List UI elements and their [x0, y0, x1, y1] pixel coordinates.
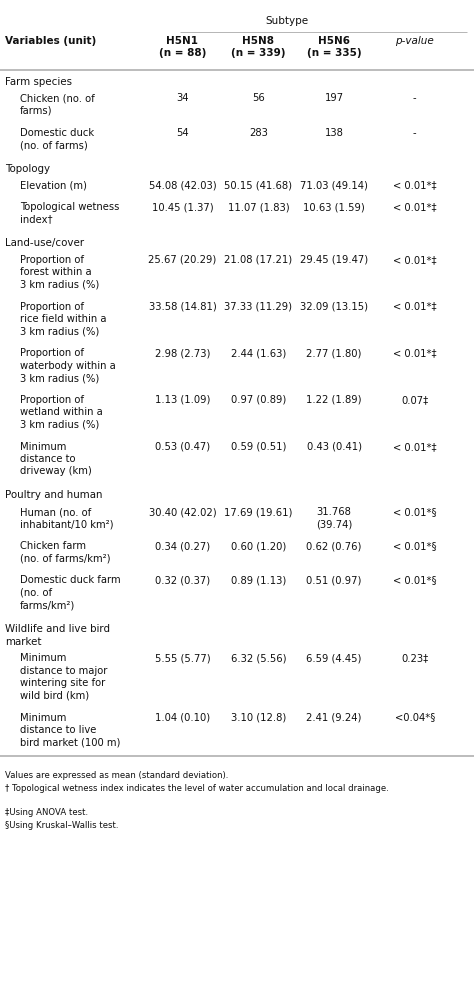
Text: 0.89 (1.13): 0.89 (1.13) — [231, 575, 286, 585]
Text: < 0.01*§: < 0.01*§ — [393, 541, 437, 551]
Text: 2.44 (1.63): 2.44 (1.63) — [231, 348, 286, 358]
Text: Elevation (m): Elevation (m) — [20, 181, 87, 190]
Text: < 0.01*‡: < 0.01*‡ — [393, 254, 437, 264]
Text: Minimum
distance to
driveway (km): Minimum distance to driveway (km) — [20, 441, 91, 476]
Text: -: - — [413, 128, 417, 138]
Text: 10.63 (1.59): 10.63 (1.59) — [303, 202, 365, 212]
Text: 5.55 (5.77): 5.55 (5.77) — [155, 653, 210, 663]
Text: 54: 54 — [176, 128, 189, 138]
Text: 2.41 (9.24): 2.41 (9.24) — [307, 713, 362, 723]
Text: 56: 56 — [252, 93, 264, 104]
Text: 0.43 (0.41): 0.43 (0.41) — [307, 441, 362, 451]
Text: Domestic duck farm
(no. of
farms/km²): Domestic duck farm (no. of farms/km²) — [20, 575, 120, 610]
Text: < 0.01*‡: < 0.01*‡ — [393, 441, 437, 451]
Text: Domestic duck
(no. of farms): Domestic duck (no. of farms) — [20, 128, 94, 150]
Text: 3.10 (12.8): 3.10 (12.8) — [231, 713, 286, 723]
Text: Minimum
distance to live
bird market (100 m): Minimum distance to live bird market (10… — [20, 713, 120, 748]
Text: Subtype: Subtype — [265, 16, 308, 26]
Text: 31.768
(39.74): 31.768 (39.74) — [316, 507, 352, 530]
Text: Farm species: Farm species — [5, 77, 72, 86]
Text: Poultry and human: Poultry and human — [5, 490, 102, 500]
Text: 0.60 (1.20): 0.60 (1.20) — [231, 541, 286, 551]
Text: 0.59 (0.51): 0.59 (0.51) — [231, 441, 286, 451]
Text: H5N8
(n = 339): H5N8 (n = 339) — [231, 35, 285, 58]
Text: 0.51 (0.97): 0.51 (0.97) — [307, 575, 362, 585]
Text: Minimum
distance to major
wintering site for
wild bird (km): Minimum distance to major wintering site… — [20, 653, 107, 700]
Text: 138: 138 — [325, 128, 344, 138]
Text: 30.40 (42.02): 30.40 (42.02) — [149, 507, 216, 517]
Text: 1.04 (0.10): 1.04 (0.10) — [155, 713, 210, 723]
Text: < 0.01*‡: < 0.01*‡ — [393, 181, 437, 190]
Text: Topology: Topology — [5, 164, 50, 174]
Text: < 0.01*‡: < 0.01*‡ — [393, 348, 437, 358]
Text: 0.97 (0.89): 0.97 (0.89) — [231, 395, 286, 405]
Text: p-value: p-value — [395, 35, 434, 45]
Text: Proportion of
wetland within a
3 km radius (%): Proportion of wetland within a 3 km radi… — [20, 395, 103, 430]
Text: 54.08 (42.03): 54.08 (42.03) — [149, 181, 216, 190]
Text: 33.58 (14.81): 33.58 (14.81) — [149, 302, 216, 312]
Text: < 0.01*‡: < 0.01*‡ — [393, 202, 437, 212]
Text: 71.03 (49.14): 71.03 (49.14) — [300, 181, 368, 190]
Text: 32.09 (13.15): 32.09 (13.15) — [300, 302, 368, 312]
Text: < 0.01*§: < 0.01*§ — [393, 575, 437, 585]
Text: Proportion of
forest within a
3 km radius (%): Proportion of forest within a 3 km radiu… — [20, 254, 99, 289]
Text: < 0.01*§: < 0.01*§ — [393, 507, 437, 517]
Text: Proportion of
rice field within a
3 km radius (%): Proportion of rice field within a 3 km r… — [20, 302, 106, 337]
Text: 34: 34 — [176, 93, 189, 104]
Text: 0.34 (0.27): 0.34 (0.27) — [155, 541, 210, 551]
Text: ‡Using ANOVA test.: ‡Using ANOVA test. — [5, 808, 88, 817]
Text: † Topological wetness index indicates the level of water accumulation and local : † Topological wetness index indicates th… — [5, 784, 389, 793]
Text: Wildlife and live bird
market: Wildlife and live bird market — [5, 624, 110, 646]
Text: H5N1
(n = 88): H5N1 (n = 88) — [159, 35, 206, 58]
Text: 0.62 (0.76): 0.62 (0.76) — [307, 541, 362, 551]
Text: <0.04*§: <0.04*§ — [394, 713, 435, 723]
Text: 25.67 (20.29): 25.67 (20.29) — [148, 254, 217, 264]
Text: 10.45 (1.37): 10.45 (1.37) — [152, 202, 213, 212]
Text: Topological wetness
index†: Topological wetness index† — [20, 202, 119, 224]
Text: §Using Kruskal–Wallis test.: §Using Kruskal–Wallis test. — [5, 821, 118, 830]
Text: 37.33 (11.29): 37.33 (11.29) — [224, 302, 292, 312]
Text: 6.32 (5.56): 6.32 (5.56) — [230, 653, 286, 663]
Text: Chicken farm
(no. of farms/km²): Chicken farm (no. of farms/km²) — [20, 541, 110, 564]
Text: Variables (unit): Variables (unit) — [5, 35, 96, 45]
Text: 0.07‡: 0.07‡ — [401, 395, 428, 405]
Text: Human (no. of
inhabitant/10 km²): Human (no. of inhabitant/10 km²) — [20, 507, 113, 530]
Text: 0.32 (0.37): 0.32 (0.37) — [155, 575, 210, 585]
Text: 197: 197 — [325, 93, 344, 104]
Text: 1.13 (1.09): 1.13 (1.09) — [155, 395, 210, 405]
Text: Proportion of
waterbody within a
3 km radius (%): Proportion of waterbody within a 3 km ra… — [20, 348, 116, 383]
Text: -: - — [413, 93, 417, 104]
Text: 283: 283 — [249, 128, 268, 138]
Text: 0.53 (0.47): 0.53 (0.47) — [155, 441, 210, 451]
Text: 2.77 (1.80): 2.77 (1.80) — [307, 348, 362, 358]
Text: Values are expressed as mean (standard deviation).: Values are expressed as mean (standard d… — [5, 771, 228, 780]
Text: Chicken (no. of
farms): Chicken (no. of farms) — [20, 93, 95, 116]
Text: Land-use/cover: Land-use/cover — [5, 238, 84, 248]
Text: 50.15 (41.68): 50.15 (41.68) — [224, 181, 292, 190]
Text: H5N6
(n = 335): H5N6 (n = 335) — [307, 35, 362, 58]
Text: 29.45 (19.47): 29.45 (19.47) — [300, 254, 368, 264]
Text: 0.23‡: 0.23‡ — [401, 653, 428, 663]
Text: 21.08 (17.21): 21.08 (17.21) — [224, 254, 292, 264]
Text: 2.98 (2.73): 2.98 (2.73) — [155, 348, 210, 358]
Text: 6.59 (4.45): 6.59 (4.45) — [307, 653, 362, 663]
Text: < 0.01*‡: < 0.01*‡ — [393, 302, 437, 312]
Text: 1.22 (1.89): 1.22 (1.89) — [306, 395, 362, 405]
Text: 17.69 (19.61): 17.69 (19.61) — [224, 507, 292, 517]
Text: 11.07 (1.83): 11.07 (1.83) — [228, 202, 289, 212]
